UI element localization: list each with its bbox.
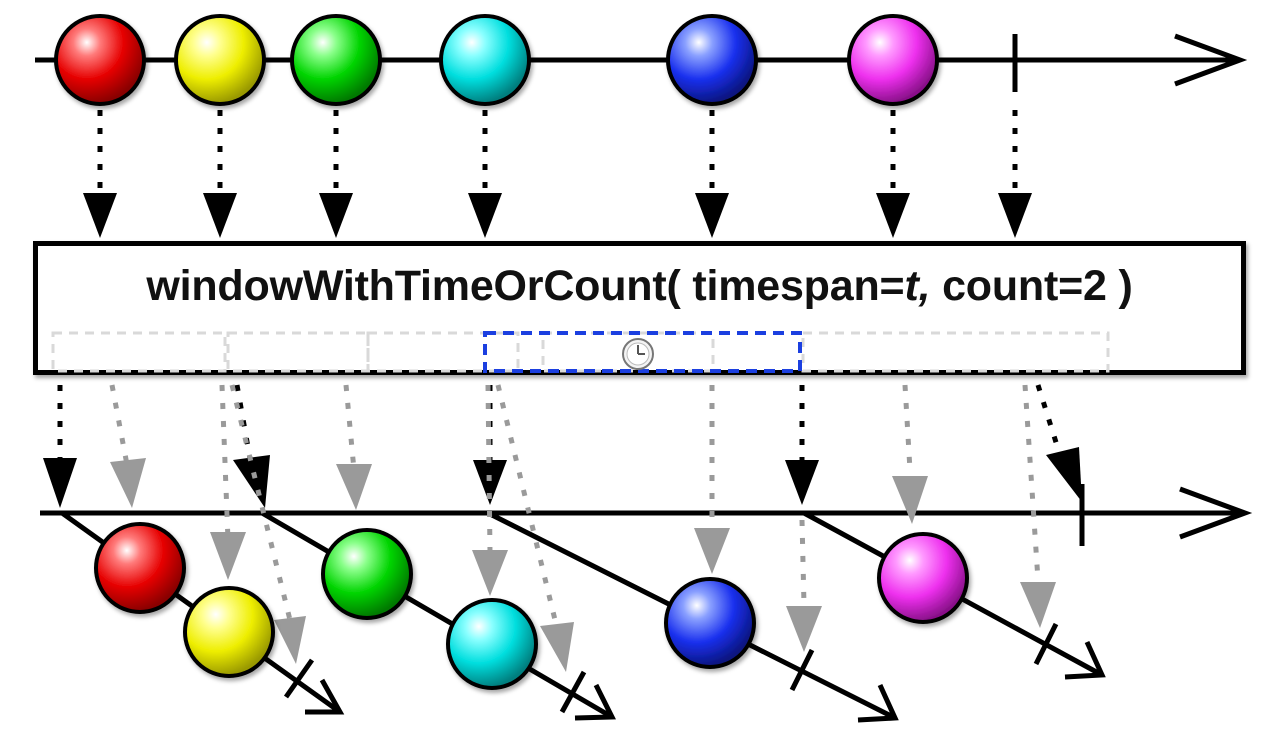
window-indicator-3 <box>366 331 520 373</box>
window-4-arrowhead <box>1064 640 1106 680</box>
completion-arrow <box>1035 384 1082 502</box>
output-marble-yellow <box>183 586 275 678</box>
input-marble-cyan <box>439 14 531 106</box>
output-marble-red <box>94 522 186 614</box>
window-4-completion-tick <box>1033 622 1059 666</box>
inner-arrow-blue <box>694 385 730 574</box>
operator-label: windowWithTimeOrCount( timespan=t, count… <box>38 262 1241 311</box>
inner-arrow-yellow-end <box>229 384 306 664</box>
drop-arrow-completion <box>998 110 1032 238</box>
output-marbles <box>94 522 969 690</box>
inner-arrow-blue-end <box>786 519 822 652</box>
window-3-arrowhead <box>857 683 899 723</box>
operator-param-timespan: timespan= <box>680 262 905 310</box>
inner-arrow-yellow <box>210 384 246 580</box>
output-marble-cyan <box>446 598 538 690</box>
drop-arrow-blue <box>695 110 729 238</box>
window-open-arrow-3 <box>473 385 507 505</box>
window-indicator-5 <box>801 331 1110 373</box>
output-marble-green <box>321 528 413 620</box>
output-timeline <box>40 484 1253 546</box>
window-1-completion-tick <box>283 658 315 699</box>
input-marble-magenta <box>847 14 939 106</box>
inner-arrow-magenta-end <box>1020 384 1056 628</box>
drop-arrow-magenta <box>876 110 910 238</box>
inner-arrow-green <box>336 384 372 510</box>
output-marble-blue <box>664 577 756 669</box>
window-2 <box>260 510 616 721</box>
output-marble-magenta <box>877 532 969 624</box>
window-open-arrow-4 <box>785 385 819 505</box>
operator-param-count: count=2 ) <box>930 262 1133 310</box>
input-marble-yellow <box>174 14 266 106</box>
input-timeline-arrowhead <box>1174 33 1248 87</box>
timespan-window-highlight <box>483 331 802 373</box>
inner-arrow-magenta <box>892 384 928 524</box>
operator-param-timespan-value: t, <box>904 262 931 310</box>
window-indicator-2 <box>226 331 370 373</box>
window-3-completion-tick <box>789 648 815 692</box>
window-timeline-indicators <box>51 331 1110 373</box>
inner-arrow-cyan-end <box>495 384 574 672</box>
input-marble-red <box>54 14 146 106</box>
input-marbles <box>54 14 939 106</box>
inner-arrow-red <box>109 384 146 508</box>
window-open-arrow-1 <box>43 385 77 508</box>
drop-arrow-red <box>83 110 117 238</box>
input-marble-blue <box>666 14 758 106</box>
drop-arrow-yellow <box>203 110 237 238</box>
window-1-arrowhead <box>305 678 345 715</box>
operator-box: windowWithTimeOrCount( timespan=t, count… <box>33 241 1246 375</box>
window-indicator-1 <box>51 331 227 373</box>
drop-arrow-cyan <box>468 110 502 238</box>
inner-drop-arrows <box>109 384 1056 672</box>
input-to-operator-arrows <box>83 110 1032 238</box>
input-marble-green <box>290 14 382 106</box>
window-2-arrowhead <box>574 683 616 721</box>
drop-arrow-green <box>319 110 353 238</box>
clock-icon <box>622 338 654 370</box>
output-timeline-arrowhead <box>1179 486 1253 540</box>
window-open-arrows <box>43 384 1082 508</box>
window-2-completion-tick <box>559 670 587 714</box>
inner-arrow-cyan <box>472 384 508 596</box>
operator-name: windowWithTimeOrCount( <box>146 262 681 310</box>
